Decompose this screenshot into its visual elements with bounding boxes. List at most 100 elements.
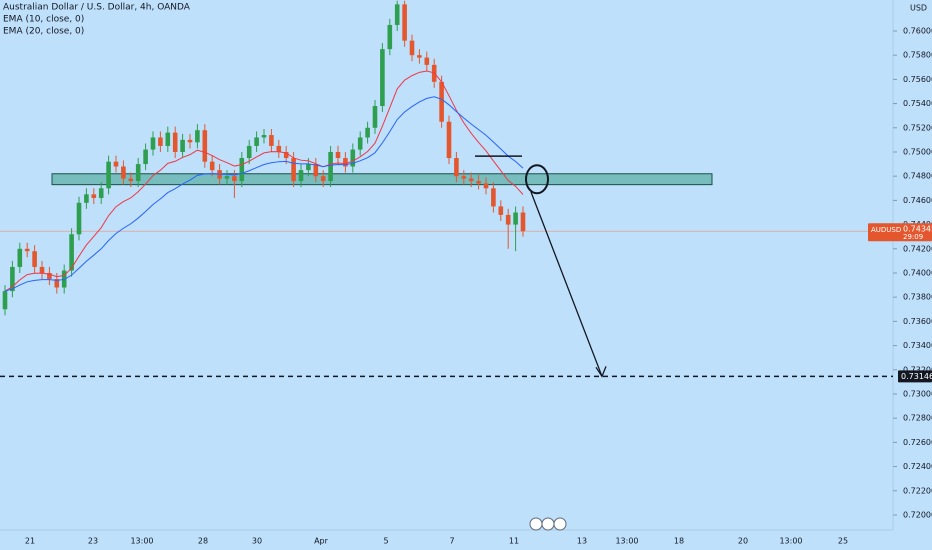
candle-body xyxy=(380,49,385,106)
candle-body xyxy=(461,176,467,179)
x-tick-label: 13:00 xyxy=(779,537,802,546)
candle-body xyxy=(150,137,156,150)
candle-body xyxy=(143,149,148,165)
ema-line xyxy=(4,96,524,292)
candle-body xyxy=(232,176,237,182)
candle-body xyxy=(313,164,319,177)
x-tick-label: 13:00 xyxy=(615,537,638,546)
candle-body xyxy=(24,248,30,252)
candle-body xyxy=(417,55,422,58)
candle-body xyxy=(2,291,8,310)
candle-body xyxy=(113,161,119,167)
candle-body xyxy=(172,132,178,152)
candle-body xyxy=(98,188,104,198)
candle-body xyxy=(209,161,215,171)
candle-body xyxy=(343,158,348,167)
x-tick-label: 23 xyxy=(88,537,98,546)
candle-body xyxy=(320,176,326,182)
candle-body xyxy=(372,106,378,128)
arrow xyxy=(530,191,603,377)
x-tick-label: 18 xyxy=(674,537,684,546)
candle-body xyxy=(17,248,23,267)
candle-body xyxy=(439,81,444,122)
x-tick-label: 28 xyxy=(198,537,208,546)
candle-body xyxy=(180,139,185,152)
candle-body xyxy=(328,151,333,182)
countdown-label: 29:09 xyxy=(903,233,923,241)
candle-body xyxy=(483,183,489,189)
candle-body xyxy=(335,151,341,159)
indicator-legend: EMA (20, close, 0) xyxy=(3,27,84,37)
x-tick-label: Apr xyxy=(314,537,329,546)
candle-body xyxy=(165,132,171,146)
candle-body xyxy=(306,164,311,171)
candle-body xyxy=(254,137,259,146)
x-tick-label: 21 xyxy=(25,537,35,546)
candle-body xyxy=(365,127,370,138)
candle-body xyxy=(454,158,459,177)
candle-body xyxy=(128,178,134,182)
support-zone xyxy=(51,173,713,186)
candle-body xyxy=(291,158,296,182)
candle-body xyxy=(402,4,407,41)
candle-body xyxy=(239,158,245,182)
candle-body xyxy=(195,130,200,143)
candle-body xyxy=(54,279,60,288)
arrow-head xyxy=(595,366,607,378)
indicator-legend: EMA (10, close, 0) xyxy=(3,15,84,25)
currency-label: USD xyxy=(910,4,927,13)
candle-body xyxy=(298,170,304,182)
target-price-box xyxy=(898,370,932,383)
candle-body xyxy=(505,214,511,225)
candle-body xyxy=(202,130,208,162)
candle-body xyxy=(158,137,163,146)
candle-body xyxy=(498,206,504,215)
candle-body xyxy=(357,137,363,150)
candle-body xyxy=(224,176,230,179)
symbol-label: AUDUSD xyxy=(871,226,901,234)
candle-body xyxy=(491,188,496,207)
candle-body xyxy=(283,151,289,159)
candle-body xyxy=(513,212,518,225)
x-tick-label: 25 xyxy=(838,537,848,546)
candle-body xyxy=(76,202,82,235)
highlight-circle xyxy=(525,164,549,195)
target-price-label: 0.73146 xyxy=(901,372,932,381)
bottom-icons xyxy=(529,517,567,531)
last-price-box xyxy=(868,223,932,242)
candle-body xyxy=(121,166,126,179)
candle-body xyxy=(84,194,89,203)
last-price-label: 0.74345 xyxy=(903,225,932,234)
candle-body xyxy=(468,178,474,182)
candle-body xyxy=(10,266,15,292)
x-tick-label: 30 xyxy=(252,537,262,546)
candle-body xyxy=(69,234,74,271)
candle-body xyxy=(394,4,400,25)
chart-title: Australian Dollar / U.S. Dollar, 4h, OAN… xyxy=(3,3,191,13)
candle-body xyxy=(106,161,111,189)
ema-line xyxy=(4,70,524,292)
candle-body xyxy=(135,164,141,182)
candle-body xyxy=(350,149,356,167)
candle-body xyxy=(476,181,481,184)
x-tick-label: 13 xyxy=(577,537,587,546)
candle-body xyxy=(261,135,267,138)
